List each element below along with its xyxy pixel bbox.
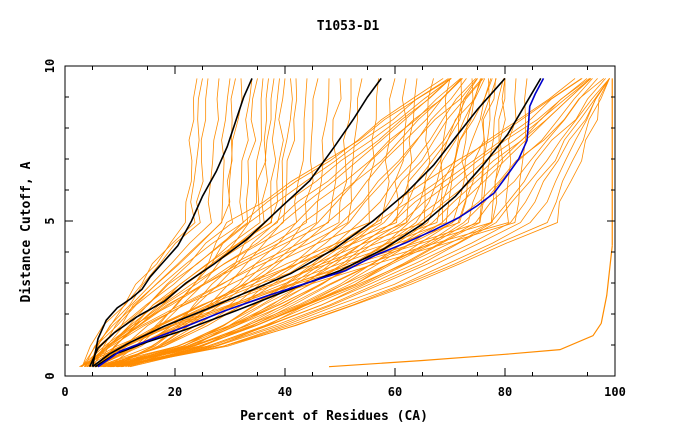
model-curve-background	[101, 78, 497, 368]
y-tick-label: 10	[43, 59, 57, 73]
model-curve-background	[122, 78, 583, 368]
model-curve-background	[94, 78, 407, 368]
highlighted-model-curve	[89, 77, 382, 368]
model-curve-background	[95, 78, 444, 368]
model-curve-background	[80, 78, 379, 368]
x-tick-label: 80	[498, 385, 512, 399]
model-curve-background	[108, 78, 451, 368]
model-curve-background	[87, 78, 236, 367]
model-curve-background	[94, 78, 492, 368]
model-curve-background	[112, 78, 593, 368]
model-curve-background	[88, 78, 258, 367]
model-curve-background	[90, 78, 286, 367]
highlighted-model-curve	[94, 77, 542, 368]
highlighted-model-curve	[92, 77, 506, 368]
model-curve-background	[86, 78, 319, 367]
model-curve-background	[104, 78, 506, 368]
y-tick-label: 5	[43, 217, 57, 224]
y-tick-label: 0	[43, 372, 57, 379]
model-curve-background	[86, 78, 330, 367]
model-curve-background	[111, 78, 576, 368]
model-curve-background	[121, 78, 610, 368]
x-tick-label: 20	[168, 385, 182, 399]
highlighted-model-curve	[91, 78, 253, 367]
model-curve-background	[117, 78, 610, 368]
x-tick-label: 0	[61, 385, 68, 399]
model-curve-background	[83, 78, 363, 367]
model-curve-background	[81, 78, 203, 367]
model-curve-background	[112, 78, 483, 368]
chart-title: T1053-D1	[317, 19, 380, 34]
model-curve-background	[89, 78, 528, 368]
axis-ticks: 0 20 40 60 80 100 0 5 10	[43, 59, 626, 399]
model-curve-background	[102, 78, 462, 368]
model-curve-background	[100, 78, 467, 368]
model-curve-background	[117, 78, 610, 368]
plot-frame	[64, 65, 616, 377]
plot-area	[79, 77, 613, 368]
model-curve-background	[110, 78, 592, 368]
model-curve-background	[88, 78, 209, 367]
x-axis-label: Percent of Residues (CA)	[240, 409, 428, 424]
model-curve-background	[127, 78, 591, 368]
model-curve-background	[115, 78, 598, 368]
model-curve-background	[116, 78, 588, 368]
model-curve-background	[125, 78, 590, 368]
best-model-curve	[97, 78, 545, 368]
x-tick-label: 100	[604, 385, 626, 399]
model-curve-background	[94, 78, 449, 368]
model-curve-background	[89, 78, 198, 367]
model-curve-background	[99, 78, 298, 367]
outlier-model-curve	[328, 245, 613, 368]
model-curve-background	[118, 78, 610, 368]
model-curve-background	[117, 78, 606, 368]
model-curve-background	[112, 78, 481, 368]
model-curve-background	[111, 78, 592, 368]
model-curve-background	[97, 78, 352, 368]
x-tick-label: 40	[278, 385, 292, 399]
model-curve-background	[108, 78, 451, 368]
x-tick-label: 60	[388, 385, 402, 399]
model-curve-background	[87, 78, 293, 367]
model-curve-background	[84, 78, 231, 367]
y-axis-label: Distance Cutoff, A	[19, 161, 34, 302]
model-curve-background	[120, 78, 610, 368]
model-curve-background	[96, 78, 452, 368]
model-curve-background	[97, 78, 463, 368]
model-curve-background	[97, 78, 451, 368]
model-curve-background	[111, 78, 610, 368]
model-curve-background	[102, 78, 484, 368]
model-curve-background	[80, 78, 342, 368]
